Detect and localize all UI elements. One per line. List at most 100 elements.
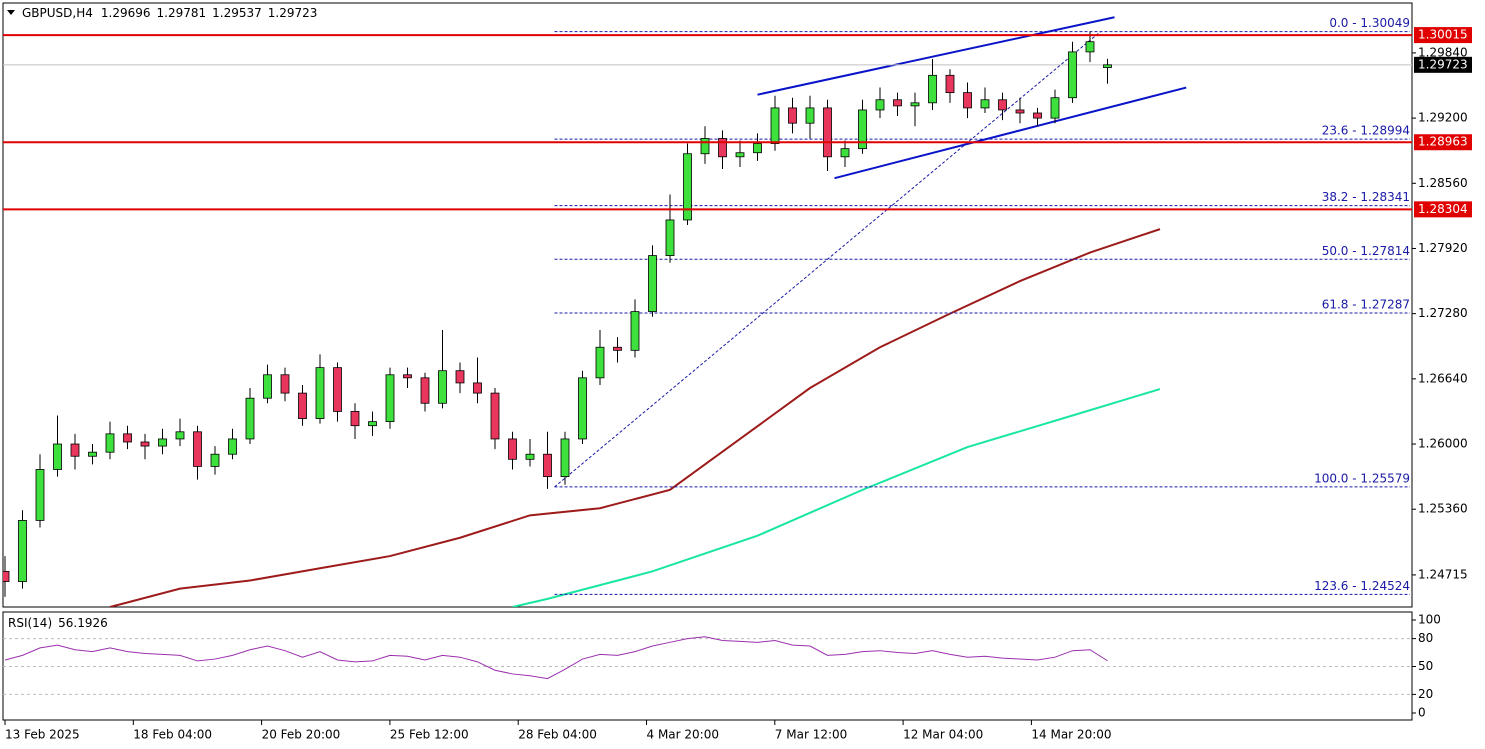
candle-body: [858, 109, 867, 150]
candle-body: [648, 255, 657, 313]
candle-body: [525, 453, 535, 460]
candle-body: [630, 311, 640, 351]
current-price-label: 1.29723: [1418, 57, 1468, 71]
candle-body: [805, 107, 815, 124]
candle-body: [928, 74, 937, 104]
candle-body: [35, 469, 45, 521]
candle-body: [455, 370, 465, 384]
current-price-box: 1.29723: [1414, 56, 1472, 73]
candle-body: [140, 441, 150, 447]
header: GBPUSD,H4 1.29696 1.29781 1.29537 1.29723: [22, 6, 317, 20]
candle-body: [473, 382, 482, 394]
fib-label: 100.0 - 1.25579: [1314, 471, 1410, 485]
candle-body: [1033, 112, 1042, 119]
open: 1.29696: [101, 6, 151, 20]
fib-label: 50.0 - 1.27814: [1322, 244, 1410, 258]
candle-body: [210, 453, 220, 467]
candle-body: [18, 520, 27, 582]
menu-triangle: [7, 10, 15, 15]
candle-body: [193, 431, 202, 467]
candle-body: [718, 138, 727, 158]
price-box-label: 1.28963: [1418, 135, 1468, 149]
x-tick-label: 14 Mar 20:00: [1031, 728, 1111, 742]
candle-body: [53, 443, 62, 470]
low: 1.29537: [212, 6, 262, 20]
candle-body: [753, 143, 762, 154]
x-tick-label: 12 Mar 04:00: [903, 728, 983, 742]
fib-diagonal: [554, 31, 1101, 488]
y-tick-label: 1.29840: [1418, 45, 1468, 59]
candle-body: [683, 153, 692, 221]
moving-average: [109, 228, 1161, 607]
x-tick-label: 28 Feb 04:00: [518, 728, 597, 742]
candle-body: [613, 346, 622, 351]
rsi-title: RSI(14): [8, 616, 52, 630]
candle-body: [385, 374, 395, 423]
candle-body: [508, 438, 517, 460]
fib-label: 0.0 - 1.30049: [1329, 16, 1410, 30]
candle-body: [1015, 109, 1025, 114]
rsi-value: 56.1926: [58, 616, 108, 630]
candle-body: [823, 107, 832, 158]
candle-body: [228, 438, 237, 455]
candle-body: [175, 431, 185, 440]
symbol: GBPUSD,H4: [22, 6, 93, 20]
channel-line: [834, 86, 1187, 180]
y-tick-label: 1.26640: [1418, 371, 1468, 385]
candle-body: [980, 99, 990, 109]
rsi-y-tick-label: 100: [1418, 613, 1441, 627]
candle-body: [963, 92, 972, 109]
rsi-header: RSI(14) 56.1926: [8, 616, 108, 630]
main-panel: [2, 2, 1413, 608]
rsi-y-tick-label: 80: [1418, 631, 1433, 645]
price-box: 1.28304: [1414, 201, 1472, 218]
y-tick-label: 1.28560: [1418, 176, 1468, 190]
candle-body: [1103, 64, 1112, 68]
candle-body: [263, 374, 272, 399]
current-price-bg: [1414, 56, 1472, 73]
y-tick-label: 1.26000: [1418, 437, 1468, 451]
fib-label: 38.2 - 1.28341: [1322, 190, 1410, 204]
price-box: 1.28963: [1414, 134, 1472, 151]
candle-body: [280, 374, 290, 394]
candle-body: [333, 367, 342, 412]
candle-body: [665, 219, 675, 257]
candle-body: [245, 397, 255, 440]
candle-body: [893, 99, 902, 107]
candle-body: [1050, 97, 1060, 119]
candle-body: [123, 433, 132, 443]
candle-body: [3, 570, 10, 582]
candle-body: [910, 102, 920, 107]
rsi-y-tick-label: 20: [1418, 687, 1433, 701]
price-box-bg: [1414, 27, 1472, 44]
candle-body: [595, 346, 605, 379]
candle-body: [403, 374, 412, 379]
y-tick-label: 1.27280: [1418, 306, 1468, 320]
candle-body: [735, 152, 745, 158]
candle-body: [998, 99, 1007, 111]
x-tick-label: 20 Feb 20:00: [262, 728, 341, 742]
channel-line: [757, 16, 1115, 96]
candle-body: [560, 438, 570, 478]
candle-body: [788, 107, 797, 124]
rsi-line: [4, 636, 1108, 680]
candle-body: [875, 99, 885, 111]
candle-body: [438, 370, 447, 404]
y-tick-label: 1.24715: [1418, 567, 1468, 581]
x-tick-label: 4 Mar 20:00: [647, 728, 720, 742]
candle-body: [70, 443, 80, 457]
candle-body: [420, 377, 430, 404]
y-tick-label: 1.27920: [1418, 241, 1468, 255]
close: 1.29723: [268, 6, 318, 20]
candle-body: [770, 107, 780, 144]
fib-label: 61.8 - 1.27287: [1322, 297, 1410, 311]
x-tick-label: 13 Feb 2025: [5, 728, 80, 742]
candle-body: [158, 438, 167, 447]
candle-body: [298, 392, 307, 419]
candle-body: [1085, 41, 1095, 53]
candle-body: [350, 411, 360, 427]
candle-body: [88, 451, 97, 457]
rsi-y-tick-label: 50: [1418, 659, 1433, 673]
candle-body: [368, 421, 377, 427]
